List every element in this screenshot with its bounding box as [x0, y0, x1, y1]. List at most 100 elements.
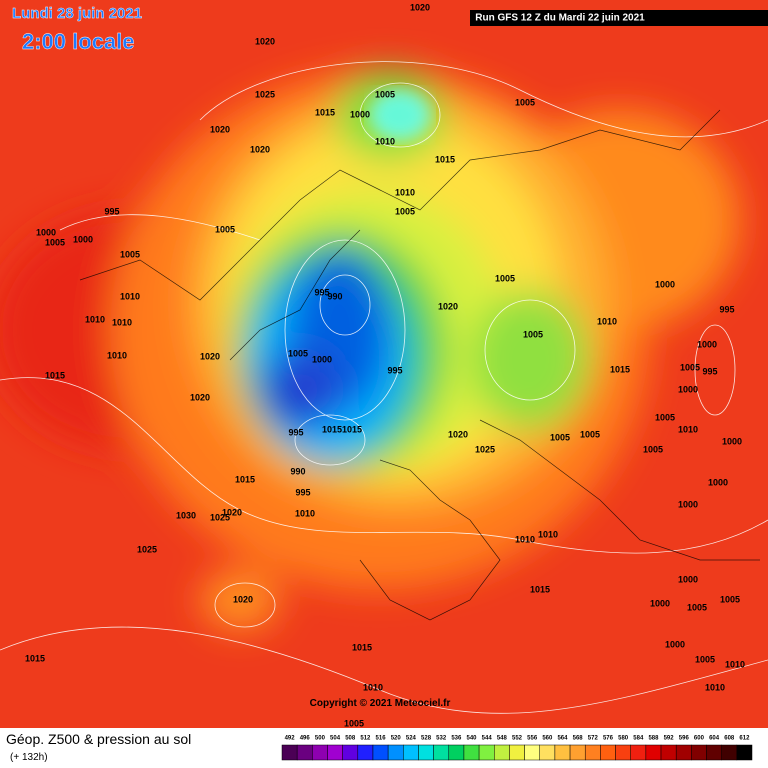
- isobar-label: 995: [719, 304, 734, 314]
- isobar-label: 1000: [708, 477, 728, 487]
- legend-swatch: [448, 744, 465, 761]
- isobar-label: 1015: [25, 653, 45, 663]
- legend-swatch: [539, 744, 556, 761]
- legend-level: 540: [467, 736, 478, 742]
- legend-swatch: [691, 744, 707, 761]
- isobar-label: 1005: [655, 412, 675, 422]
- legend-level: 576: [603, 736, 614, 742]
- legend-level: 512: [360, 736, 371, 742]
- isobar-label: 1020: [255, 36, 275, 46]
- run-info: Run GFS 12 Z du Mardi 22 juin 2021: [475, 13, 645, 24]
- isobar-label: 1000: [350, 109, 370, 119]
- legend-level: 528: [421, 736, 432, 742]
- isobar-label: 1025: [255, 89, 275, 99]
- legend-level: 524: [406, 736, 417, 742]
- legend-swatch: [660, 744, 677, 761]
- legend-level: 548: [497, 736, 508, 742]
- legend-level: 552: [512, 736, 523, 742]
- date: Lundi 28 juin 2021: [12, 5, 142, 22]
- legend-swatch: [494, 744, 510, 761]
- isobar-label: 1020: [200, 351, 220, 361]
- isobar-label: 1030: [176, 510, 196, 520]
- lead-time: (+ 132h): [10, 752, 48, 763]
- legend-swatch: [675, 744, 692, 761]
- legend-swatch: [554, 744, 571, 761]
- isobar-label: 1000: [678, 574, 698, 584]
- isobar-label: 1020: [410, 2, 430, 12]
- legend-level: 600: [694, 736, 705, 742]
- isobar-label: 1010: [725, 659, 745, 669]
- legend-swatch: [372, 744, 389, 761]
- legend-level: 564: [557, 736, 568, 742]
- isobar-label: 1000: [655, 279, 675, 289]
- isobar-label: 1015: [322, 424, 342, 434]
- isobar-label: 1005: [45, 237, 65, 247]
- color-legend: 492 496 500 504 508 512 516 520 524 528 532 536 540 5…: [281, 736, 753, 761]
- isobar-label: 1005: [550, 432, 570, 442]
- isobar-label: 1025: [210, 512, 230, 522]
- isobar-label: 1005: [120, 249, 140, 259]
- legend-swatch: [463, 744, 480, 761]
- isobar-label: 1010: [375, 136, 395, 146]
- legend-swatch: [357, 744, 374, 761]
- isobar-label: 995: [295, 487, 310, 497]
- legend-level: 500: [315, 736, 326, 742]
- legend-level: 496: [300, 736, 311, 742]
- legend-swatch: [342, 744, 359, 761]
- footer-title: Géop. Z500 & pression au sol: [6, 731, 191, 747]
- isobar-label: 1010: [678, 424, 698, 434]
- isobar-labels: 1020102010251020102010051000101510101015…: [25, 2, 745, 728]
- isobar-label: 1005: [395, 206, 415, 216]
- legend-swatch: [721, 744, 738, 761]
- isobar-label: 1010: [363, 682, 383, 692]
- isobar-label: 1020: [250, 144, 270, 154]
- legend-level: 584: [633, 736, 644, 742]
- legend-swatch: [569, 744, 586, 761]
- legend-swatch: [403, 744, 419, 761]
- isobar-label: 995: [702, 366, 717, 376]
- isobar-label: 1000: [722, 436, 742, 446]
- isobar-label: 995: [387, 365, 402, 375]
- legend-level: 604: [709, 736, 720, 742]
- isobar-label: 1015: [45, 370, 65, 380]
- isobar-label: 1020: [448, 429, 468, 439]
- legend-level: 568: [573, 736, 584, 742]
- isobar-label: 1015: [610, 364, 630, 374]
- isobar-label: 1005: [687, 602, 707, 612]
- legend-level: 556: [527, 736, 538, 742]
- isobar-label: 1015: [315, 107, 335, 117]
- legend-level: 520: [391, 736, 402, 742]
- isobar-label: 995: [314, 287, 329, 297]
- isobar-label: 1010: [295, 508, 315, 518]
- isobar-label: 1020: [210, 124, 230, 134]
- legend-level: 504: [330, 736, 341, 742]
- legend-swatch: [387, 744, 404, 761]
- isobar-label: 1000: [36, 227, 56, 237]
- legend-level: 536: [451, 736, 462, 742]
- isobar-label: 1015: [342, 424, 362, 434]
- isobar-label: 1020: [222, 507, 242, 517]
- legend-swatch: [433, 744, 450, 761]
- isobar-label: 1005: [515, 97, 535, 107]
- field: [0, 0, 768, 728]
- legend-swatch: [509, 744, 525, 761]
- legend-swatch: [630, 744, 647, 761]
- isobar-label: 1025: [475, 444, 495, 454]
- legend-level: 492: [285, 736, 296, 742]
- isobar-label: 1010: [120, 291, 140, 301]
- legend-level: 516: [376, 736, 387, 742]
- legend-swatch: [418, 744, 434, 761]
- isobar-label: 1005: [580, 429, 600, 439]
- legend-level: 612: [739, 736, 750, 742]
- legend-swatch: [312, 744, 328, 761]
- isobar-label: 1015: [235, 474, 255, 484]
- isobar-label: 1010: [597, 316, 617, 326]
- isobar-label: 1020: [190, 392, 210, 402]
- isobar-label: 990: [327, 291, 342, 301]
- isobar-label: 1000: [650, 598, 670, 608]
- legend-swatch: [296, 744, 313, 761]
- isobar-label: 1010: [107, 350, 127, 360]
- isobar-label: 1005: [344, 718, 364, 728]
